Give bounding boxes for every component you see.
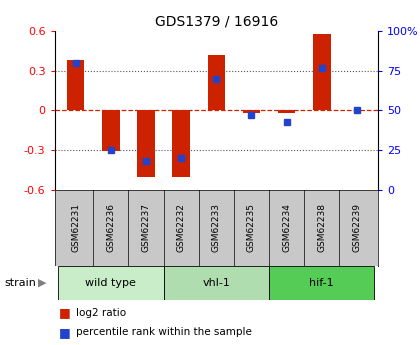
Text: strain: strain [4, 278, 36, 288]
Text: GSM62232: GSM62232 [177, 203, 186, 252]
Text: GSM62239: GSM62239 [352, 203, 361, 252]
Bar [137, 110, 155, 177]
Text: vhl-1: vhl-1 [202, 278, 230, 288]
Bar [67, 60, 84, 110]
Text: GSM62238: GSM62238 [317, 203, 326, 252]
Bar [172, 110, 190, 177]
Bar [102, 110, 120, 151]
Bar [243, 110, 260, 113]
Bar [313, 34, 331, 110]
Text: ■: ■ [59, 326, 71, 339]
Title: GDS1379 / 16916: GDS1379 / 16916 [155, 14, 278, 29]
Text: GSM62231: GSM62231 [71, 203, 80, 252]
Text: GSM62237: GSM62237 [142, 203, 150, 252]
Text: wild type: wild type [85, 278, 136, 288]
Bar [278, 110, 295, 113]
Text: ▶: ▶ [38, 278, 46, 288]
Text: GSM62235: GSM62235 [247, 203, 256, 252]
Text: GSM62236: GSM62236 [106, 203, 116, 252]
Text: log2 ratio: log2 ratio [76, 308, 126, 318]
Bar [58, 266, 163, 300]
Text: GSM62233: GSM62233 [212, 203, 221, 252]
Text: GSM62234: GSM62234 [282, 203, 291, 252]
Bar [269, 266, 375, 300]
Text: percentile rank within the sample: percentile rank within the sample [76, 327, 252, 337]
Bar [207, 55, 225, 110]
Text: ■: ■ [59, 306, 71, 319]
Bar [163, 266, 269, 300]
Text: hif-1: hif-1 [310, 278, 334, 288]
